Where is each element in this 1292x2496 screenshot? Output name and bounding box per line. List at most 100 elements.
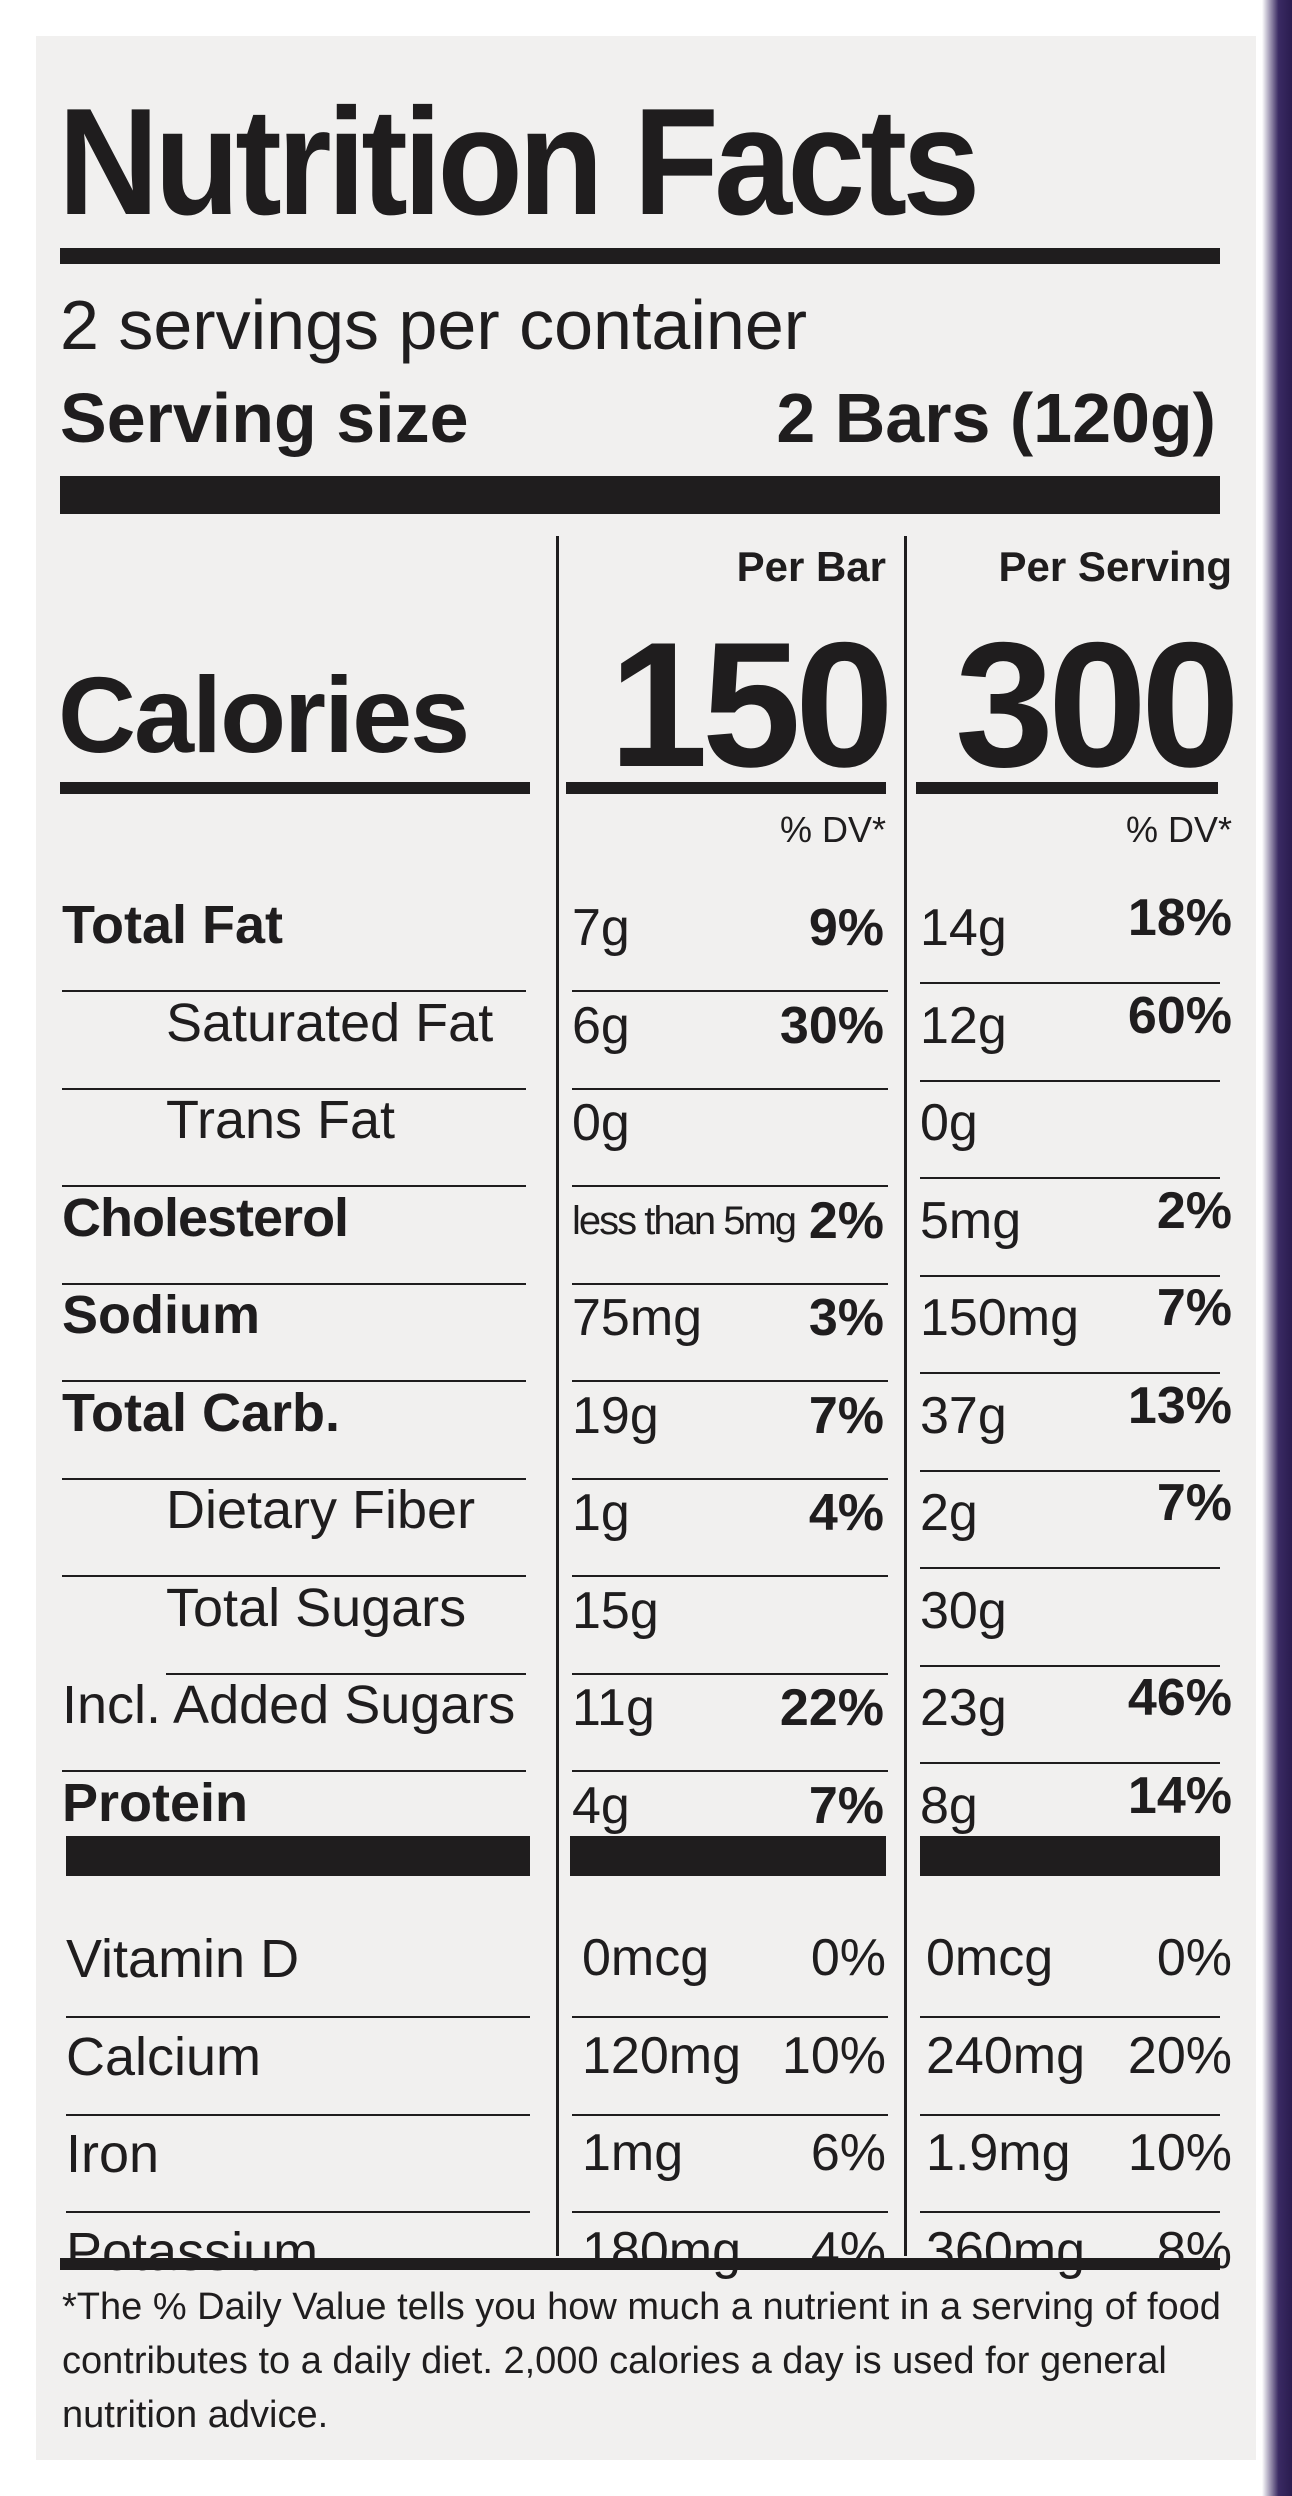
nutrient-name: Trans Fat: [166, 1090, 396, 1150]
title-rule: [60, 248, 1220, 264]
per-serving-amount: 150mg: [920, 1289, 1079, 1347]
row-divider: [572, 1672, 888, 1675]
nutrient-name: Protein: [62, 1772, 249, 1833]
row-divider: [572, 2016, 888, 2018]
vitamin-name: Vitamin D: [66, 1929, 300, 1989]
calories-rule-serving: [916, 782, 1218, 794]
row-divider: [572, 1575, 888, 1577]
nutrient-name: Total Fat: [62, 895, 283, 955]
per-serving-amount: 30g: [920, 1581, 1007, 1640]
per-serving-header: Per Serving: [998, 543, 1232, 590]
row-divider: [62, 1477, 526, 1480]
per-serving-dv: 13%: [1127, 1376, 1232, 1435]
per-bar-amount: 19g: [572, 1386, 659, 1445]
row-divider: [62, 990, 526, 992]
nutrient-name: Sodium: [62, 1285, 260, 1345]
per-bar-dv: 9%: [808, 899, 884, 957]
nutrient-name: Total Sugars: [166, 1577, 467, 1638]
column-divider-left: [556, 536, 559, 2256]
row-divider: [920, 2016, 1220, 2018]
per-serving-dv: 2%: [1156, 1181, 1232, 1240]
per-bar-amount: less than 5mg: [572, 1198, 797, 1243]
row-divider: [166, 1672, 526, 1675]
vitamin-name: Potassium: [66, 2221, 319, 2282]
row-divider: [920, 2113, 1220, 2116]
vitamin-separator-serving: [920, 1836, 1220, 1876]
per-serving-dv: 46%: [1127, 1669, 1232, 1727]
row-divider: [920, 1177, 1220, 1179]
servings-per-container: 2 servings per container: [60, 286, 808, 364]
calories-per-serving: 300: [955, 605, 1240, 804]
row-divider: [66, 2113, 530, 2116]
per-bar-header: Per Bar: [736, 543, 886, 590]
package-edge: [1262, 0, 1292, 2496]
nutrient-name: Cholesterol: [62, 1187, 349, 1248]
per-bar-dv: 6%: [810, 2124, 886, 2182]
serving-size-value: 2 Bars (120g): [776, 379, 1216, 457]
per-bar-amount: 0g: [572, 1094, 630, 1152]
per-serving-dv: 7%: [1156, 1474, 1232, 1532]
per-serving-dv: 10%: [1127, 2124, 1232, 2182]
row-divider: [920, 982, 1220, 984]
per-bar-amount: 75mg: [572, 1289, 703, 1347]
per-bar-dv: 2%: [808, 1191, 884, 1250]
per-bar-amount: 6g: [572, 996, 630, 1055]
vitamin-name: Iron: [66, 2124, 160, 2184]
per-bar-amount: 11g: [572, 1679, 655, 1737]
per-serving-amount: 0g: [920, 1094, 978, 1152]
per-serving-dv: 60%: [1127, 986, 1232, 1045]
per-serving-amount: 0mcg: [926, 1929, 1054, 1987]
vitamin-separator-name: [66, 1836, 530, 1876]
row-divider: [572, 1380, 888, 1382]
per-bar-dv: 7%: [808, 1776, 884, 1835]
row-divider: [66, 2211, 530, 2213]
per-serving-amount: 14g: [920, 899, 1007, 957]
per-bar-amount: 120mg: [582, 2026, 741, 2085]
row-divider: [62, 1185, 526, 1187]
calories-per-bar: 150: [609, 605, 894, 804]
per-serving-dv: 0%: [1156, 1929, 1232, 1987]
row-divider: [572, 1185, 888, 1187]
per-bar-amount: 0mcg: [582, 1929, 710, 1987]
per-serving-amount: 1.9mg: [926, 2124, 1071, 2182]
nutrient-name: Dietary Fiber: [166, 1480, 476, 1540]
per-bar-dv: 4%: [808, 1484, 884, 1542]
nutrient-name: Saturated Fat: [166, 992, 494, 1053]
footnote: *The % Daily Value tells you how much a …: [62, 2286, 1221, 2436]
per-serving-amount: 8g: [920, 1776, 978, 1835]
per-bar-amount: 1mg: [582, 2124, 684, 2182]
per-serving-amount: 2g: [920, 1484, 978, 1542]
per-bar-dv: 7%: [808, 1386, 884, 1445]
row-divider: [920, 1372, 1220, 1374]
row-divider: [920, 1762, 1220, 1764]
per-serving-dv: 14%: [1127, 1766, 1232, 1825]
column-divider-right: [904, 536, 907, 2256]
row-divider: [572, 1770, 888, 1772]
per-serving-dv: 20%: [1127, 2026, 1232, 2085]
per-serving-amount: 240mg: [926, 2026, 1085, 2085]
row-divider: [920, 1274, 1220, 1277]
row-divider: [572, 1282, 888, 1285]
dv-header-serving: % DV*: [1125, 809, 1232, 850]
per-bar-dv: 10%: [781, 2026, 886, 2085]
row-divider: [572, 1477, 888, 1480]
row-divider: [920, 1469, 1220, 1472]
nutrient-name: Total Carb.: [62, 1382, 341, 1443]
calories-rule-name: [60, 782, 530, 794]
nutrient-name: Incl. Added Sugars: [62, 1675, 516, 1735]
footnote-rule: [60, 2258, 1220, 2270]
row-divider: [572, 2113, 888, 2116]
calories-label: Calories: [58, 654, 470, 775]
vitamin-name: Calcium: [66, 2026, 262, 2087]
per-bar-amount: 4g: [572, 1776, 630, 1835]
serving-size-label: Serving size: [60, 379, 469, 457]
per-bar-dv: 30%: [779, 996, 884, 1055]
per-bar-dv: 3%: [808, 1289, 884, 1347]
row-divider: [920, 2211, 1220, 2213]
row-divider: [66, 2016, 530, 2018]
per-serving-amount: 37g: [920, 1386, 1007, 1445]
row-divider: [62, 1770, 526, 1772]
row-divider: [62, 1380, 526, 1382]
per-bar-amount: 15g: [572, 1581, 659, 1640]
row-divider: [572, 990, 888, 992]
